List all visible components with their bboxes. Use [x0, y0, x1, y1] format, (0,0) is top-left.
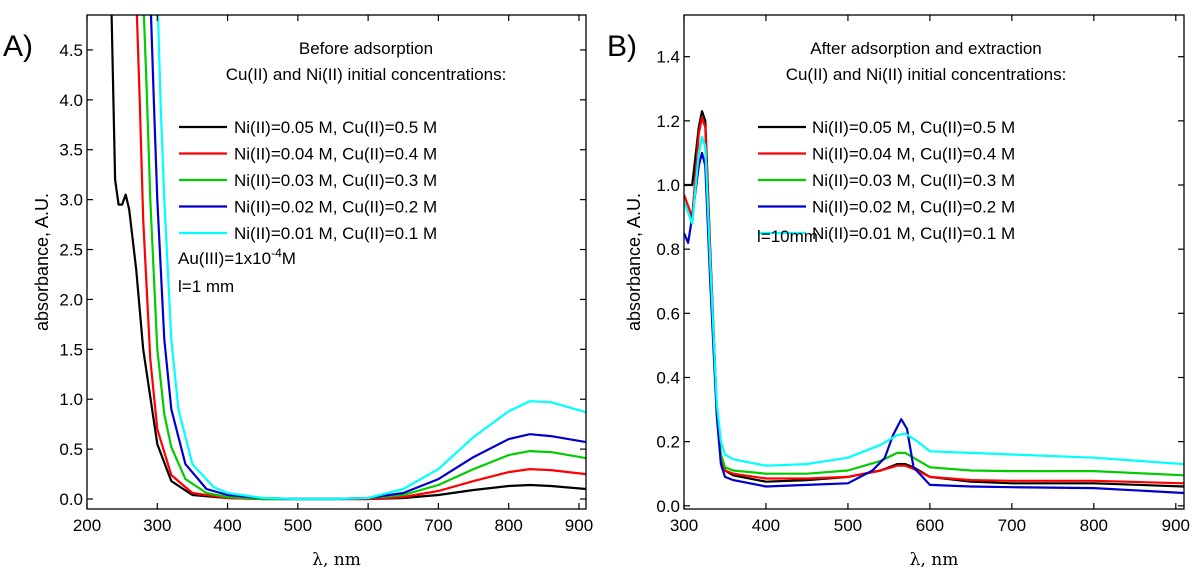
y-axis-title: absorbance, A.U.	[32, 193, 52, 331]
x-tick-label: 700	[998, 516, 1026, 535]
legend-title: Before adsorption	[299, 39, 433, 58]
y-tick-label: 0.8	[656, 240, 680, 259]
y-tick-label: 0.0	[656, 497, 680, 516]
y-tick-label: 1.0	[656, 176, 680, 195]
legend-label-2: Ni(II)=0.04 M, Cu(II)=0.4 M	[234, 145, 437, 164]
x-tick-label: 500	[834, 516, 862, 535]
x-tick-label: 500	[284, 516, 312, 535]
x-tick-label: 600	[354, 516, 382, 535]
legend-title: After adsorption and extraction	[810, 39, 1042, 58]
panel-a: 200 300 400 500 600 700 800 900 0.0 0.5 1.0 1.5 2.0 2…	[3, 14, 593, 570]
panel-b: 300 400 500 600 700 800 900 0.0 0.2 0.4 0.6 0.8 1.0 1…	[607, 14, 1190, 570]
x-tick-label: 800	[1080, 516, 1108, 535]
legend-subtitle: Cu(II) and Ni(II) initial concentrations…	[226, 65, 507, 84]
legend-subtitle: Cu(II) and Ni(II) initial concentrations…	[786, 65, 1067, 84]
plot-frame	[683, 14, 1185, 510]
series-line-2	[684, 116, 1184, 485]
y-tick-label: 0.6	[656, 304, 680, 323]
y-axis-title: absorbance, A.U.	[624, 193, 644, 331]
note-path-length: l=1 mm	[178, 277, 234, 296]
x-tick-label: 900	[1162, 516, 1190, 535]
series-group	[110, 15, 586, 501]
x-tick-label: 300	[143, 516, 171, 535]
y-tick-label: 2.5	[59, 241, 83, 260]
legend-label-1: Ni(II)=0.05 M, Cu(II)=0.5 M	[234, 118, 437, 137]
x-tick-label: 800	[495, 516, 523, 535]
legend-label-5: Ni(II)=0.01 M, Cu(II)=0.1 M	[234, 224, 437, 243]
series-group	[684, 110, 1184, 495]
series-line-4	[684, 151, 1184, 495]
series-line-5	[684, 135, 1184, 467]
plot-frame	[86, 14, 587, 510]
x-tick-label: 200	[73, 516, 101, 535]
legend-label-1: Ni(II)=0.05 M, Cu(II)=0.5 M	[812, 118, 1015, 137]
y-tick-label: 3.5	[59, 141, 83, 160]
y-tick-label: 3.0	[59, 191, 83, 210]
legend-label-5: Ni(II)=0.01 M, Cu(II)=0.1 M	[812, 224, 1015, 243]
note-concentration: Au(III)=1x10-4M	[178, 246, 296, 268]
x-tick-label: 900	[565, 516, 593, 535]
y-tick-label: 1.5	[59, 340, 83, 359]
y-tick-label: 1.2	[656, 112, 680, 131]
y-tick-label: 1.0	[59, 390, 83, 409]
legend-label-3: Ni(II)=0.03 M, Cu(II)=0.3 M	[812, 171, 1015, 190]
y-tick-label: 0.2	[656, 433, 680, 452]
x-tick-label: 400	[752, 516, 780, 535]
note-path-length: l=10mm	[757, 227, 818, 246]
y-tick-label: 0.4	[656, 368, 680, 387]
legend-label-4: Ni(II)=0.02 M, Cu(II)=0.2 M	[812, 198, 1015, 217]
panel-label: B)	[607, 30, 637, 63]
x-tick-label: 700	[424, 516, 452, 535]
series-line-5	[156, 15, 586, 501]
x-tick-label: 300	[670, 516, 698, 535]
y-tick-label: 4.0	[59, 91, 83, 110]
legend-label-2: Ni(II)=0.04 M, Cu(II)=0.4 M	[812, 145, 1015, 164]
y-tick-label: 2.0	[59, 290, 83, 309]
y-tick-label: 0.0	[59, 490, 83, 509]
panel-label: A)	[3, 30, 33, 63]
y-tick-label: 1.4	[656, 48, 680, 67]
legend-label-3: Ni(II)=0.03 M, Cu(II)=0.3 M	[234, 171, 437, 190]
x-tick-label: 400	[213, 516, 241, 535]
x-axis-title: λ, nm	[312, 550, 361, 570]
x-tick-label: 600	[916, 516, 944, 535]
series-line-1	[684, 110, 1184, 488]
y-tick-label: 4.5	[59, 41, 83, 60]
legend-label-4: Ni(II)=0.02 M, Cu(II)=0.2 M	[234, 198, 437, 217]
x-axis-title: λ, nm	[910, 550, 959, 570]
y-tick-label: 0.5	[59, 440, 83, 459]
